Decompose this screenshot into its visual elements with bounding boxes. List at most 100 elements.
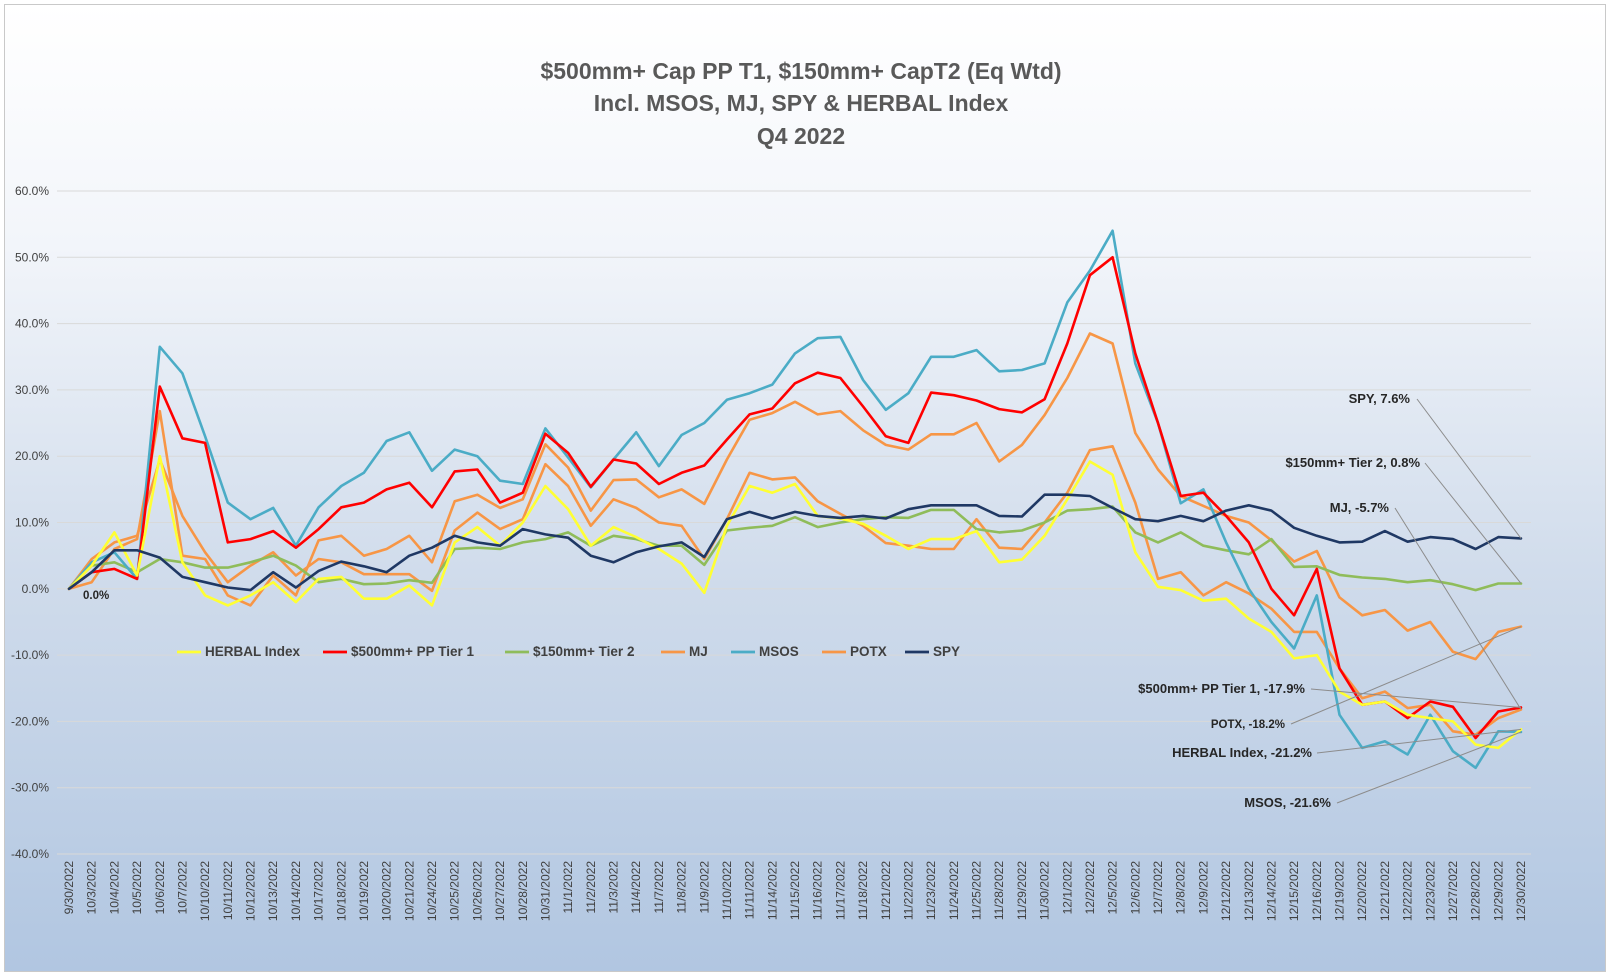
callout-leader-potx <box>1290 626 1522 725</box>
x-tick-label: 10/31/2022 <box>538 861 552 921</box>
x-tick-label: 11/30/2022 <box>1038 861 1052 920</box>
x-tick-label: 11/28/2022 <box>992 861 1006 920</box>
y-tick-label: 60.0% <box>15 184 49 198</box>
series-line-mj <box>67 444 1523 737</box>
callout-label-potx: POTX, -18.2% <box>1211 719 1285 731</box>
x-tick-label: 12/14/2022 <box>1264 861 1278 921</box>
x-tick-label: 11/10/2022 <box>720 861 734 920</box>
line-chart: 60.0% 50.0% 40.0% 30.0% 20.0% 10.0% 0.0% -10.0%… <box>11 58 1531 921</box>
x-tick-label: 10/28/2022 <box>516 861 530 921</box>
y-tick-label: 50.0% <box>15 250 49 264</box>
x-tick-label: 11/11/2022 <box>743 861 757 920</box>
x-tick-label: 11/24/2022 <box>947 861 961 920</box>
x-tick-label: 11/25/2022 <box>970 861 984 920</box>
y-tick-label: 10.0% <box>15 516 49 530</box>
x-tick-label: 12/8/2022 <box>1174 861 1188 915</box>
x-tick-label: 11/3/2022 <box>607 861 621 914</box>
callout-label-herbal-index: HERBAL Index, -21.2% <box>1172 745 1312 760</box>
x-tick-label: 12/6/2022 <box>1128 861 1142 915</box>
x-tick-label: 12/5/2022 <box>1106 861 1120 915</box>
y-tick-label: 20.0% <box>15 449 49 463</box>
x-tick-label: 12/23/2022 <box>1423 861 1437 921</box>
legend-label-msos: MSOS <box>759 644 799 659</box>
x-tick-label: 10/4/2022 <box>107 861 121 915</box>
x-tick-label: 11/29/2022 <box>1015 861 1029 920</box>
x-tick-label: 10/26/2022 <box>470 861 484 921</box>
legend-label-spy: SPY <box>933 644 960 659</box>
chart-title: $500mm+ Cap PP T1, $150mm+ CapT2 (Eq Wtd… <box>540 58 1061 149</box>
x-tick-label: 10/25/2022 <box>448 861 462 921</box>
series-line-spy <box>67 493 1523 592</box>
x-tick-label: 11/1/2022 <box>561 861 575 914</box>
x-tick-label: 11/16/2022 <box>811 861 825 920</box>
x-tick-label: 10/5/2022 <box>130 861 144 915</box>
x-tick-label: 10/10/2022 <box>198 861 212 921</box>
x-tick-label: 10/20/2022 <box>380 861 394 921</box>
x-tick-label: 11/2/2022 <box>584 861 598 914</box>
x-tick-label: 11/17/2022 <box>833 861 847 920</box>
x-tick-label: 12/19/2022 <box>1333 861 1347 921</box>
x-tick-label: 12/7/2022 <box>1151 861 1165 915</box>
callout-leader-herbal-index <box>1316 728 1522 754</box>
end-callouts: SPY, 7.6% $150mm+ Tier 2, 0.8% MJ, -5.7% $5… <box>1138 391 1522 810</box>
x-tick-label: 12/28/2022 <box>1469 861 1483 921</box>
series-line-500mm-pp-tier-1 <box>67 256 1523 740</box>
legend: HERBAL Index $500mm+ PP Tier 1 $150mm+ Tie… <box>177 644 960 659</box>
series-line-msos <box>67 229 1523 770</box>
x-tick-label: 12/21/2022 <box>1378 861 1392 921</box>
x-tick-label: 12/30/2022 <box>1514 861 1528 921</box>
x-tick-label: 10/3/2022 <box>85 861 99 915</box>
series-line-150mm-tier-2 <box>67 505 1523 592</box>
y-tick-label: -40.0% <box>11 847 49 861</box>
x-tick-label: 10/27/2022 <box>493 861 507 921</box>
x-tick-label: 12/29/2022 <box>1491 861 1505 921</box>
callout-leader-150mm-tier-2 <box>1424 462 1522 584</box>
x-tick-label: 10/14/2022 <box>289 861 303 921</box>
x-tick-label: 12/22/2022 <box>1401 861 1415 921</box>
x-tick-label: 11/15/2022 <box>788 861 802 920</box>
x-tick-label: 11/9/2022 <box>697 861 711 914</box>
x-tick-label: 10/7/2022 <box>175 861 189 915</box>
title-line-2: Incl. MSOS, MJ, SPY & HERBAL Index <box>594 90 1009 116</box>
x-tick-label: 12/2/2022 <box>1083 861 1097 915</box>
callout-label-150mm-tier-2: $150mm+ Tier 2, 0.8% <box>1285 455 1420 470</box>
gridlines <box>57 190 1531 855</box>
y-axis-ticks: 60.0% 50.0% 40.0% 30.0% 20.0% 10.0% 0.0% -10.0%… <box>11 184 49 861</box>
x-tick-label: 10/17/2022 <box>312 861 326 921</box>
x-tick-label: 12/27/2022 <box>1446 861 1460 921</box>
x-tick-label: 11/8/2022 <box>675 861 689 914</box>
callout-leader-500mm-pp-tier-1 <box>1310 688 1522 708</box>
callout-leader-spy <box>1416 398 1522 539</box>
callout-label-500mm-pp-tier-1: $500mm+ PP Tier 1, -17.9% <box>1138 681 1305 696</box>
y-tick-label: 0.0% <box>22 582 50 596</box>
legend-label-herbal-index: HERBAL Index <box>205 644 301 659</box>
x-tick-label: 10/18/2022 <box>334 861 348 921</box>
x-tick-label: 10/21/2022 <box>402 861 416 921</box>
y-tick-label: -10.0% <box>11 648 49 662</box>
x-tick-label: 12/12/2022 <box>1219 861 1233 921</box>
x-tick-label: 10/19/2022 <box>357 861 371 921</box>
x-axis-ticks: 9/30/2022 10/3/2022 10/4/2022 10/5/2022 10/6… <box>62 861 1528 921</box>
x-tick-label: 12/20/2022 <box>1355 861 1369 921</box>
x-tick-label: 10/24/2022 <box>425 861 439 921</box>
x-tick-label: 10/12/2022 <box>244 861 258 921</box>
x-tick-label: 10/6/2022 <box>153 861 167 915</box>
legend-label-150mm-tier-2: $150mm+ Tier 2 <box>533 644 634 659</box>
y-tick-label: -30.0% <box>11 781 49 795</box>
y-tick-label: -20.0% <box>11 714 49 728</box>
x-tick-label: 11/22/2022 <box>901 861 915 920</box>
legend-label-mj: MJ <box>689 644 708 659</box>
callout-label-mj: MJ, -5.7% <box>1330 500 1390 515</box>
title-line-3: Q4 2022 <box>757 123 845 149</box>
callout-label-spy: SPY, 7.6% <box>1349 391 1411 406</box>
legend-label-potx: POTX <box>850 644 887 659</box>
y-tick-label: 30.0% <box>15 383 49 397</box>
x-tick-label: 9/30/2022 <box>62 861 76 915</box>
series-lines <box>67 229 1523 770</box>
callout-leader-mj <box>1394 507 1522 710</box>
x-tick-label: 11/7/2022 <box>652 861 666 914</box>
x-tick-label: 11/21/2022 <box>879 861 893 920</box>
chart-frame: 60.0% 50.0% 40.0% 30.0% 20.0% 10.0% 0.0% -10.0%… <box>4 4 1606 972</box>
x-tick-label: 12/9/2022 <box>1196 861 1210 915</box>
x-tick-label: 12/13/2022 <box>1242 861 1256 921</box>
